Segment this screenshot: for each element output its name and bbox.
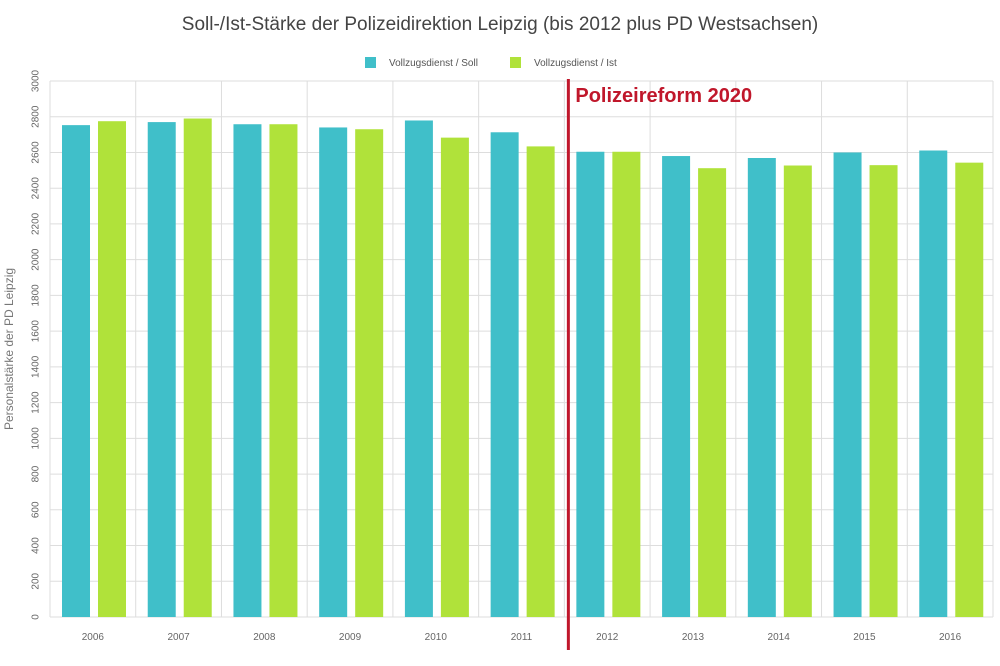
y-tick-label: 1600 — [31, 320, 42, 343]
y-axis-label: Personalstärke der PD Leipzig — [2, 268, 16, 430]
bar-soll-2015 — [833, 152, 862, 617]
x-tick-label: 2011 — [511, 632, 533, 643]
bar-ist-2014 — [783, 165, 812, 617]
x-tick-label: 2006 — [82, 632, 105, 643]
bar-ist-2013 — [698, 168, 727, 617]
x-tick-label: 2014 — [768, 632, 791, 643]
x-tick-label: 2015 — [853, 632, 876, 643]
legend-swatch — [365, 57, 376, 68]
chart-title: Soll-/Ist-Stärke der Polizeidirektion Le… — [181, 14, 819, 35]
y-tick-label: 3000 — [31, 69, 42, 92]
annotation-label: Polizeireform 2020 — [575, 85, 752, 107]
y-tick-label: 600 — [31, 501, 42, 518]
x-tick-label: 2010 — [425, 632, 448, 643]
bar-ist-2012 — [612, 151, 641, 617]
y-tick-label: 400 — [31, 537, 42, 554]
y-tick-label: 2200 — [31, 212, 42, 235]
legend-swatch — [510, 57, 521, 68]
y-tick-label: 2600 — [31, 141, 42, 164]
bar-soll-2013 — [662, 156, 691, 618]
bar-soll-2006 — [62, 125, 90, 617]
x-tick-label: 2012 — [596, 632, 619, 643]
bar-ist-2011 — [526, 146, 555, 617]
bar-soll-2010 — [404, 120, 433, 617]
bar-ist-2007 — [183, 118, 212, 618]
y-tick-label: 200 — [31, 572, 42, 589]
bar-soll-2011 — [490, 132, 519, 617]
bar-soll-2009 — [319, 127, 348, 617]
legend-label: Vollzugsdienst / Ist — [534, 58, 617, 69]
bar-soll-2008 — [233, 124, 262, 617]
y-tick-label: 2400 — [31, 177, 42, 200]
bar-ist-2015 — [869, 165, 898, 618]
bar-ist-2010 — [440, 137, 469, 617]
y-tick-label: 800 — [31, 465, 42, 482]
x-tick-label: 2016 — [939, 632, 962, 643]
x-tick-label: 2007 — [167, 632, 190, 643]
bar-ist-2006 — [98, 121, 126, 617]
bar-soll-2016 — [919, 150, 948, 617]
y-tick-label: 1800 — [31, 284, 42, 307]
y-tick-label: 1000 — [31, 427, 42, 450]
y-tick-label: 2800 — [31, 105, 42, 128]
bar-soll-2012 — [576, 151, 605, 617]
y-tick-label: 1400 — [31, 355, 42, 378]
bar-soll-2007 — [147, 122, 176, 618]
bar-ist-2009 — [355, 129, 384, 618]
x-tick-label: 2013 — [682, 632, 705, 643]
legend-label: Vollzugsdienst / Soll — [389, 58, 478, 69]
y-tick-label: 1200 — [31, 391, 42, 414]
y-tick-label: 0 — [31, 614, 42, 620]
x-tick-label: 2009 — [339, 632, 362, 643]
bar-ist-2016 — [955, 162, 984, 617]
x-tick-label: 2008 — [253, 632, 276, 643]
bar-ist-2008 — [269, 124, 298, 617]
y-tick-label: 2000 — [31, 248, 42, 271]
bar-soll-2014 — [747, 158, 776, 617]
